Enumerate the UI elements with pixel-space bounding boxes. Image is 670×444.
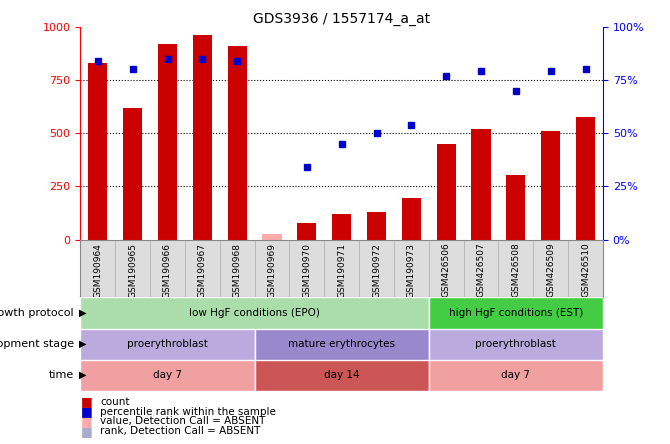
- Text: ■: ■: [80, 395, 92, 408]
- Text: ■: ■: [80, 415, 92, 428]
- Bar: [507, 175, 525, 240]
- Text: GSM190971: GSM190971: [337, 242, 346, 297]
- Bar: [255, 329, 429, 360]
- Text: GSM190973: GSM190973: [407, 242, 416, 297]
- Text: GSM426509: GSM426509: [546, 242, 555, 297]
- Bar: [429, 329, 603, 360]
- Text: proerythroblast: proerythroblast: [127, 339, 208, 349]
- Text: day 7: day 7: [501, 370, 531, 380]
- Text: GSM190964: GSM190964: [93, 242, 103, 297]
- Text: GSM426508: GSM426508: [511, 242, 521, 297]
- Text: GSM190967: GSM190967: [198, 242, 207, 297]
- Bar: [297, 223, 316, 240]
- Text: GSM190972: GSM190972: [372, 242, 381, 297]
- Text: day 14: day 14: [324, 370, 360, 380]
- Text: ▶: ▶: [79, 308, 86, 318]
- Text: GSM190970: GSM190970: [302, 242, 312, 297]
- Text: count: count: [100, 397, 130, 407]
- Text: growth protocol: growth protocol: [0, 308, 74, 318]
- Bar: [429, 297, 603, 329]
- Text: ■: ■: [80, 405, 92, 418]
- Bar: [429, 360, 603, 391]
- Bar: [80, 297, 429, 329]
- Bar: [193, 35, 212, 240]
- Bar: [228, 46, 247, 240]
- Text: GSM426510: GSM426510: [581, 242, 590, 297]
- Text: ▶: ▶: [79, 370, 86, 380]
- Text: GSM426507: GSM426507: [476, 242, 486, 297]
- Title: GDS3936 / 1557174_a_at: GDS3936 / 1557174_a_at: [253, 12, 430, 26]
- Bar: [332, 214, 351, 240]
- Text: mature erythrocytes: mature erythrocytes: [288, 339, 395, 349]
- Bar: [158, 44, 177, 240]
- Text: value, Detection Call = ABSENT: value, Detection Call = ABSENT: [100, 416, 266, 426]
- Text: ▶: ▶: [79, 339, 86, 349]
- Text: ■: ■: [80, 424, 92, 438]
- Text: percentile rank within the sample: percentile rank within the sample: [100, 407, 276, 416]
- Bar: [576, 117, 595, 240]
- Bar: [255, 360, 429, 391]
- Bar: [402, 198, 421, 240]
- Bar: [80, 360, 255, 391]
- Text: GSM190968: GSM190968: [232, 242, 242, 297]
- Text: day 7: day 7: [153, 370, 182, 380]
- Bar: [80, 329, 255, 360]
- Bar: [88, 63, 107, 240]
- Text: time: time: [48, 370, 74, 380]
- Text: rank, Detection Call = ABSENT: rank, Detection Call = ABSENT: [100, 426, 261, 436]
- Bar: [541, 131, 560, 240]
- Bar: [437, 144, 456, 240]
- Bar: [263, 234, 281, 240]
- Text: proerythroblast: proerythroblast: [476, 339, 556, 349]
- Text: GSM426506: GSM426506: [442, 242, 451, 297]
- Text: development stage: development stage: [0, 339, 74, 349]
- Text: low HgF conditions (EPO): low HgF conditions (EPO): [189, 308, 320, 318]
- Text: high HgF conditions (EST): high HgF conditions (EST): [449, 308, 583, 318]
- Text: GSM190969: GSM190969: [267, 242, 277, 297]
- Bar: [472, 129, 490, 240]
- Text: GSM190965: GSM190965: [128, 242, 137, 297]
- Bar: [123, 107, 142, 240]
- Text: GSM190966: GSM190966: [163, 242, 172, 297]
- Bar: [367, 212, 386, 240]
